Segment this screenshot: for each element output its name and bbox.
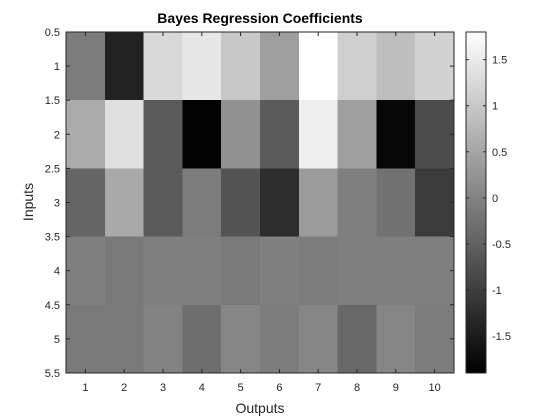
heatmap-cell bbox=[337, 236, 377, 306]
heatmap-cell bbox=[66, 236, 106, 306]
heatmap-cell bbox=[376, 304, 416, 374]
x-tick-label: 5 bbox=[238, 382, 244, 394]
heatmap-cell bbox=[298, 32, 338, 101]
y-tick-label: 5.5 bbox=[45, 368, 60, 380]
heatmap-cell bbox=[143, 304, 183, 374]
colorbar-tick-label: -0.5 bbox=[492, 239, 511, 251]
heatmap-cell bbox=[182, 304, 222, 374]
heatmap-cell bbox=[298, 304, 338, 374]
heatmap-cell bbox=[260, 100, 300, 169]
heatmap-cell bbox=[260, 32, 300, 101]
x-tick-label: 4 bbox=[199, 382, 205, 394]
y-tick-label: 3 bbox=[54, 198, 60, 210]
heatmap-cell bbox=[143, 168, 183, 237]
heatmap-cell bbox=[298, 236, 338, 306]
heatmap-cell bbox=[66, 304, 106, 374]
y-tick-label: 2.5 bbox=[45, 163, 60, 175]
heatmap-cell bbox=[104, 236, 144, 306]
heatmap-cell bbox=[66, 32, 106, 101]
heatmap-cell bbox=[337, 168, 377, 237]
y-tick-label: 2 bbox=[54, 129, 60, 141]
x-tick-label: 8 bbox=[354, 382, 360, 394]
colorbar-tick-label: -1 bbox=[492, 285, 502, 297]
heatmap-cell bbox=[298, 168, 338, 237]
colorbar-gradient bbox=[466, 32, 486, 373]
heatmap-cell bbox=[104, 100, 144, 169]
x-axis-label: Outputs bbox=[235, 400, 284, 416]
heatmap-cell bbox=[143, 236, 183, 306]
x-tick-label: 6 bbox=[276, 382, 282, 394]
heatmap-cells bbox=[66, 32, 455, 374]
heatmap-cell bbox=[182, 32, 222, 101]
heatmap-cell bbox=[104, 168, 144, 237]
colorbar: -1.5 -1 -0.5 0 0.5 1 1.5 bbox=[465, 31, 511, 374]
heatmap-cell bbox=[376, 236, 416, 306]
heatmap-cell bbox=[415, 236, 455, 306]
heatmap-cell bbox=[260, 304, 300, 374]
heatmap-cell bbox=[221, 100, 261, 169]
heatmap-cell bbox=[143, 100, 183, 169]
heatmap-cell bbox=[221, 168, 261, 237]
x-axis-ticks: 1 2 3 4 5 6 7 8 9 10 bbox=[82, 32, 441, 394]
heatmap-cell bbox=[66, 168, 106, 237]
heatmap-cell bbox=[298, 100, 338, 169]
heatmap-cell bbox=[260, 168, 300, 237]
y-tick-label: 4 bbox=[54, 266, 60, 278]
heatmap-cell bbox=[337, 304, 377, 374]
heatmap-cell bbox=[415, 304, 455, 374]
heatmap-cell bbox=[415, 32, 455, 101]
heatmap-cell bbox=[337, 32, 377, 101]
y-tick-label: 0.5 bbox=[45, 27, 60, 39]
heatmap-cell bbox=[66, 100, 106, 169]
heatmap-cell bbox=[376, 168, 416, 237]
colorbar-tick-label: 1.5 bbox=[492, 55, 507, 67]
heatmap-cell bbox=[182, 168, 222, 237]
heatmap-cell bbox=[260, 236, 300, 306]
y-tick-label: 5 bbox=[54, 334, 60, 346]
heatmap-cell bbox=[182, 100, 222, 169]
x-tick-label: 10 bbox=[428, 382, 440, 394]
heatmap-cell bbox=[415, 100, 455, 169]
colorbar-tick-label: 1 bbox=[492, 101, 498, 113]
y-axis-ticks: 0.5 1 1.5 2 2.5 3 3.5 4 4.5 5 5.5 bbox=[45, 27, 454, 380]
heatmap-cell bbox=[182, 236, 222, 306]
y-tick-label: 3.5 bbox=[45, 232, 60, 244]
colorbar-tick-label: 0 bbox=[492, 193, 498, 205]
chart-title: Bayes Regression Coefficients bbox=[157, 10, 363, 26]
heatmap-cell bbox=[104, 304, 144, 374]
heatmap-cell bbox=[221, 304, 261, 374]
y-tick-label: 1 bbox=[54, 61, 60, 73]
colorbar-tick-label: 0.5 bbox=[492, 147, 507, 159]
heatmap-cell bbox=[376, 100, 416, 169]
colorbar-tick-label: -1.5 bbox=[492, 331, 511, 343]
heatmap-cell bbox=[376, 32, 416, 101]
heatmap-cell bbox=[143, 32, 183, 101]
y-axis-label: Inputs bbox=[20, 183, 36, 221]
x-tick-label: 2 bbox=[121, 382, 127, 394]
x-tick-label: 3 bbox=[160, 382, 166, 394]
colorbar-ticks: -1.5 -1 -0.5 0 0.5 1 1.5 bbox=[466, 55, 511, 343]
heatmap-cell bbox=[104, 32, 144, 101]
y-tick-label: 4.5 bbox=[45, 300, 60, 312]
x-tick-label: 1 bbox=[82, 382, 88, 394]
x-tick-label: 7 bbox=[315, 382, 321, 394]
x-tick-label: 9 bbox=[393, 382, 399, 394]
colorbar-frame bbox=[465, 31, 487, 374]
heatmap-cell bbox=[221, 236, 261, 306]
heatmap-cell bbox=[415, 168, 455, 237]
heatmap-cell bbox=[337, 100, 377, 169]
y-tick-label: 1.5 bbox=[45, 95, 60, 107]
heatmap-cell bbox=[221, 32, 261, 101]
